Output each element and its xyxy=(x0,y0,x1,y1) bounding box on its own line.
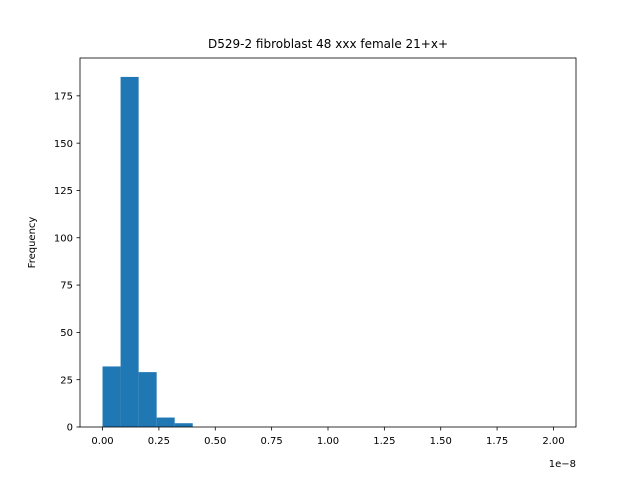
histogram-bar-2 xyxy=(138,372,157,427)
y-tick-label: 0 xyxy=(67,423,73,434)
x-tick-label: 0.50 xyxy=(204,436,226,447)
x-tick-label: 0.00 xyxy=(91,436,113,447)
histogram-bar-1 xyxy=(120,76,139,427)
plot-frame xyxy=(79,57,577,428)
y-tick-label: 100 xyxy=(54,233,73,244)
chart-title: D529-2 fibroblast 48 xxx female 21+x+ xyxy=(208,37,448,51)
y-tick-label: 50 xyxy=(60,328,73,339)
y-tick-label: 75 xyxy=(60,281,73,292)
y-tick-label: 175 xyxy=(54,91,73,102)
histogram-bar-3 xyxy=(156,417,175,427)
x-tick-label: 1.75 xyxy=(486,436,508,447)
x-axis-offset-label: 1e−8 xyxy=(549,459,576,470)
bars-group xyxy=(102,76,193,427)
x-tick-label: 1.50 xyxy=(430,436,452,447)
x-axis: 0.00 0.25 0.50 0.75 1.00 1.25 1.50 1.75 2.00 xyxy=(91,427,565,447)
y-axis-label: Frequency xyxy=(27,217,38,269)
x-tick-label: 1.25 xyxy=(373,436,395,447)
y-tick-label: 25 xyxy=(60,375,73,386)
x-tick-label: 1.00 xyxy=(317,436,339,447)
histogram-bar-4 xyxy=(174,423,193,427)
y-tick-label: 150 xyxy=(54,139,73,150)
x-tick-label: 0.75 xyxy=(261,436,283,447)
x-tick-label: 2.00 xyxy=(542,436,564,447)
histogram-bar-0 xyxy=(102,366,121,427)
x-tick-label: 0.25 xyxy=(148,436,170,447)
y-tick-label: 125 xyxy=(54,186,73,197)
y-axis: 0 25 50 75 100 125 150 175 xyxy=(54,91,80,434)
